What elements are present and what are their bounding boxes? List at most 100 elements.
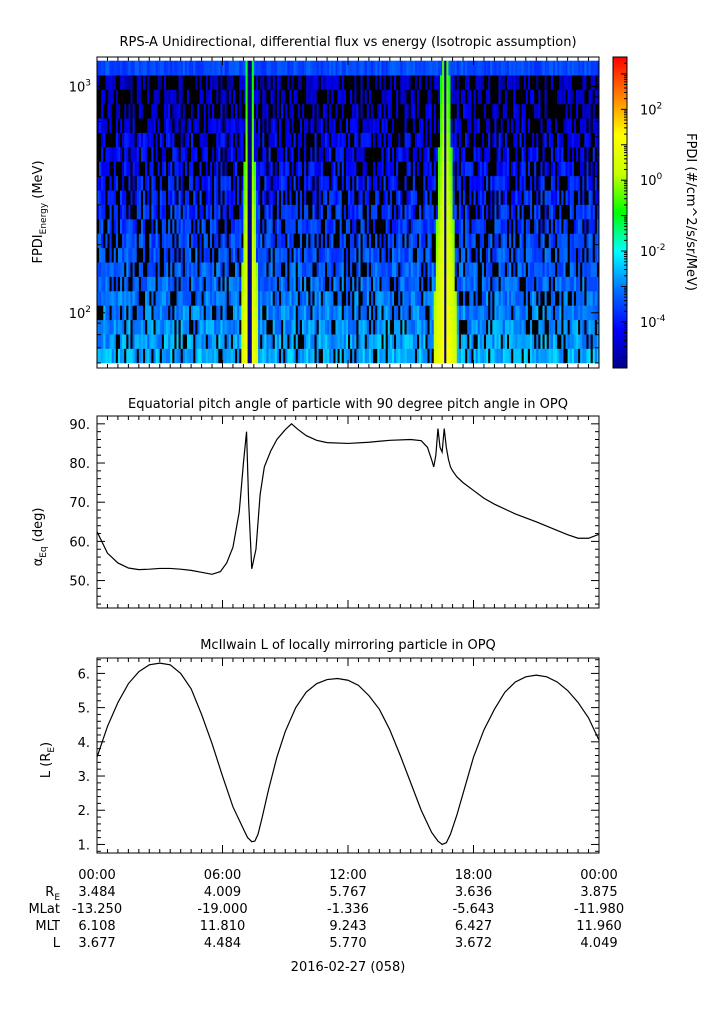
spectrogram-cell (316, 204, 320, 220)
spectrogram-cell (115, 190, 119, 205)
spectrogram-cell (578, 348, 581, 364)
spectrogram-cell (523, 175, 527, 191)
spectrogram-cell (341, 276, 345, 292)
spectrogram-cell (425, 233, 428, 249)
spectrogram-cell (335, 60, 338, 76)
spectrogram-cell (463, 233, 466, 249)
spectrogram-cell (592, 276, 596, 292)
spectrogram-cell (437, 118, 441, 133)
spectrogram-cell (371, 334, 374, 349)
spectrogram-cell (329, 103, 332, 119)
spectrogram-cell (260, 334, 263, 349)
spectrogram-cell (525, 60, 529, 76)
spectrogram-cell (199, 262, 202, 277)
spectrogram-cell (421, 118, 424, 133)
spectrogram-cell (276, 147, 280, 162)
spectrogram-cell (460, 204, 464, 220)
spectrogram-cell (540, 348, 543, 364)
spectrogram-cell (264, 175, 267, 191)
spectrogram-cell (122, 247, 125, 263)
spectrogram-cell (575, 161, 579, 177)
spectrogram-cell (157, 161, 161, 177)
spectrogram-cell (567, 190, 571, 205)
spectrogram-cell (421, 204, 424, 220)
spectrogram-cell (379, 233, 382, 249)
spectrogram-cell (573, 190, 577, 205)
spectrogram-cell (203, 305, 207, 321)
spectrogram-cell (527, 60, 531, 76)
spectrogram-cell (316, 60, 320, 76)
spectrogram-cell (546, 276, 550, 292)
spectrogram-cell (582, 75, 585, 90)
spectrogram-cell (297, 319, 301, 335)
spectrogram-cell (274, 175, 278, 191)
spectrogram-cell (456, 247, 460, 263)
spectrogram-cell (571, 219, 575, 234)
spectrogram-cell (469, 276, 472, 292)
spectrogram-cell (203, 147, 207, 162)
spectrogram-cell (379, 276, 382, 292)
spectrogram-cell (538, 219, 541, 234)
spectrogram-cell (569, 103, 573, 119)
spectrogram-cell (452, 190, 455, 205)
spectrogram-cell (245, 190, 248, 205)
spectrogram-cell (540, 319, 543, 335)
spectrogram-cell (287, 89, 290, 105)
spectrogram-cell (450, 161, 453, 177)
spectrogram-cell (546, 75, 550, 90)
spectrogram-cell (383, 60, 386, 76)
spectrogram-cell (523, 305, 527, 321)
spectrogram-cell (544, 60, 548, 76)
spectrogram-cell (366, 305, 370, 321)
spectrogram-cell (138, 247, 142, 263)
spectrogram-cell (431, 319, 435, 335)
spectrogram-cell (454, 147, 458, 162)
spectrogram-title: RPS-A Unidirectional, differential flux … (119, 35, 576, 50)
spectrogram-cell (304, 276, 307, 292)
spectrogram-cell (590, 348, 594, 364)
spectrogram-cell (550, 247, 554, 263)
spectrogram-cell (563, 219, 566, 234)
spectrogram-cell (122, 319, 125, 335)
spectrogram-cell (492, 305, 495, 321)
spectrogram-cell (314, 103, 317, 119)
spectrogram-cell (477, 247, 481, 263)
spectrogram-cell (542, 147, 545, 162)
spectrogram-cell (272, 147, 276, 162)
spectrogram-cell (546, 233, 550, 249)
spectrogram-cell (145, 319, 148, 335)
spectrogram-cell (310, 319, 313, 335)
spectrogram-cell (136, 161, 140, 177)
spectrogram-cell (465, 305, 468, 321)
spectrogram-cell (322, 161, 326, 177)
spectrogram-cell (575, 147, 579, 162)
spectrogram-cell (153, 60, 156, 76)
spectrogram-cell (400, 276, 403, 292)
spectrogram-cell (182, 219, 186, 234)
spectrogram-cell (339, 89, 343, 105)
spectrogram-cell (281, 175, 284, 191)
spectrogram-cell (488, 276, 491, 292)
spectrogram-cell (481, 132, 485, 148)
spectrogram-cell (584, 219, 587, 234)
spectrogram-cell (228, 161, 232, 177)
spectrogram-cell (182, 204, 186, 220)
spectrogram-cell (550, 147, 554, 162)
spectrogram-cell (115, 75, 119, 90)
spectrogram-cell (105, 190, 108, 205)
spectrogram-cell (557, 219, 560, 234)
spectrogram-cell (161, 348, 165, 364)
spectrogram-cell (295, 348, 299, 364)
spectrogram-cell (368, 305, 372, 321)
spectrogram-cell (540, 89, 543, 105)
spectrogram-cell (452, 118, 455, 133)
spectrogram-cell (590, 103, 594, 119)
spectrogram-cell (245, 75, 248, 90)
spectrogram-cell (410, 334, 414, 349)
spectrogram-cell (318, 334, 322, 349)
spectrogram-cell (368, 276, 372, 292)
spectrogram-cell (128, 175, 131, 191)
spectrogram-cell (172, 75, 175, 90)
spectrogram-cell (111, 147, 115, 162)
spectrogram-cell (268, 348, 271, 364)
